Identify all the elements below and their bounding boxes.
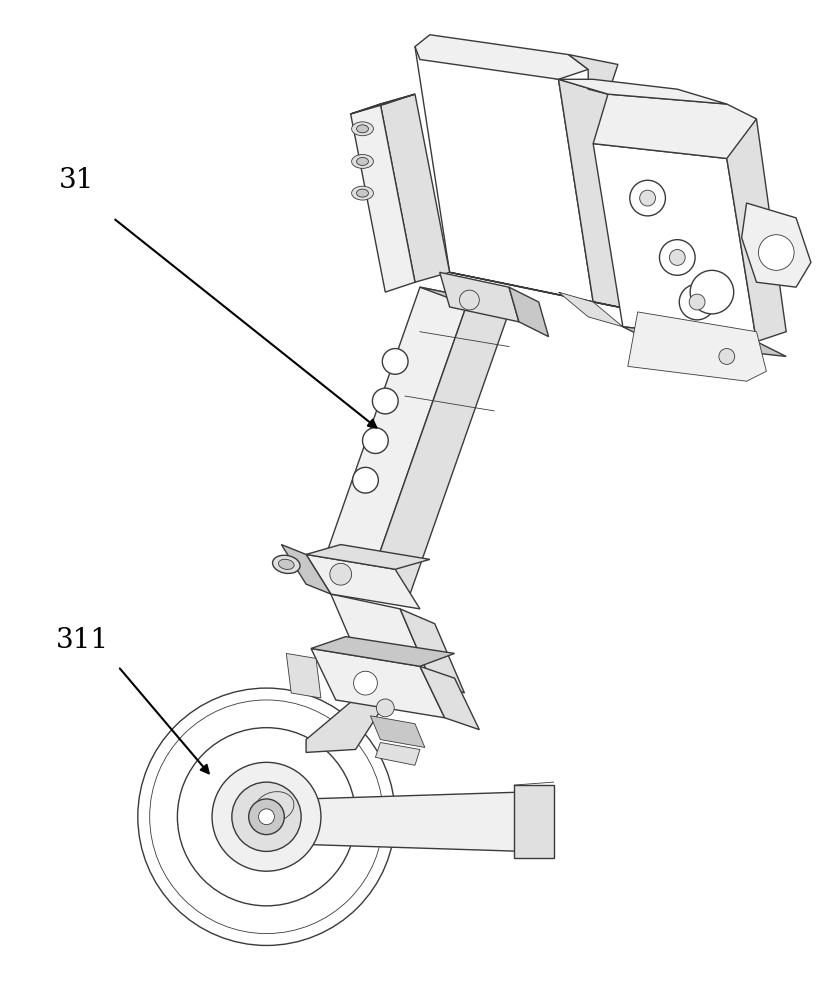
Circle shape (629, 180, 666, 216)
Polygon shape (306, 698, 385, 752)
Circle shape (248, 799, 285, 835)
Circle shape (258, 809, 275, 825)
Text: 311: 311 (55, 627, 109, 654)
Circle shape (177, 728, 356, 906)
Ellipse shape (356, 157, 369, 165)
Circle shape (382, 349, 408, 374)
Polygon shape (306, 545, 430, 569)
Polygon shape (370, 716, 425, 747)
Text: 31: 31 (59, 167, 94, 194)
Polygon shape (568, 55, 618, 94)
Polygon shape (559, 292, 623, 327)
Circle shape (362, 428, 389, 453)
Ellipse shape (356, 125, 369, 133)
Polygon shape (559, 79, 727, 104)
Circle shape (460, 290, 479, 310)
Circle shape (352, 467, 379, 493)
Ellipse shape (351, 122, 374, 136)
Polygon shape (306, 554, 420, 609)
Polygon shape (742, 203, 811, 287)
Polygon shape (370, 297, 509, 594)
Polygon shape (306, 792, 524, 851)
Circle shape (232, 782, 301, 851)
Polygon shape (420, 666, 479, 730)
Circle shape (212, 762, 321, 871)
Polygon shape (286, 653, 321, 698)
Polygon shape (420, 287, 509, 312)
Polygon shape (311, 648, 445, 718)
Circle shape (679, 284, 715, 320)
Circle shape (719, 349, 735, 364)
Polygon shape (321, 287, 469, 579)
Ellipse shape (272, 555, 300, 573)
Circle shape (149, 700, 384, 934)
Circle shape (330, 563, 351, 585)
Ellipse shape (356, 189, 369, 197)
Polygon shape (415, 35, 588, 79)
Polygon shape (400, 609, 464, 693)
Ellipse shape (255, 792, 294, 822)
Polygon shape (351, 104, 415, 292)
Ellipse shape (351, 155, 374, 168)
Polygon shape (623, 327, 786, 356)
Polygon shape (628, 312, 766, 381)
Circle shape (669, 250, 686, 265)
Circle shape (691, 270, 733, 314)
Circle shape (372, 388, 398, 414)
Polygon shape (415, 47, 593, 302)
Circle shape (138, 688, 395, 945)
Circle shape (689, 294, 705, 310)
Circle shape (659, 240, 695, 275)
Polygon shape (727, 119, 786, 342)
Polygon shape (509, 287, 549, 337)
Ellipse shape (351, 186, 374, 200)
Polygon shape (514, 785, 554, 858)
Polygon shape (311, 637, 455, 666)
Polygon shape (440, 272, 519, 322)
Circle shape (639, 190, 656, 206)
Polygon shape (351, 94, 415, 114)
Polygon shape (559, 79, 643, 312)
Polygon shape (450, 272, 643, 312)
Circle shape (354, 671, 377, 695)
Ellipse shape (279, 559, 295, 569)
Polygon shape (281, 545, 331, 594)
Polygon shape (593, 94, 757, 158)
Circle shape (758, 235, 794, 270)
Polygon shape (375, 743, 420, 765)
Polygon shape (331, 594, 430, 678)
Circle shape (376, 699, 394, 717)
Polygon shape (380, 94, 450, 282)
Polygon shape (593, 144, 757, 342)
